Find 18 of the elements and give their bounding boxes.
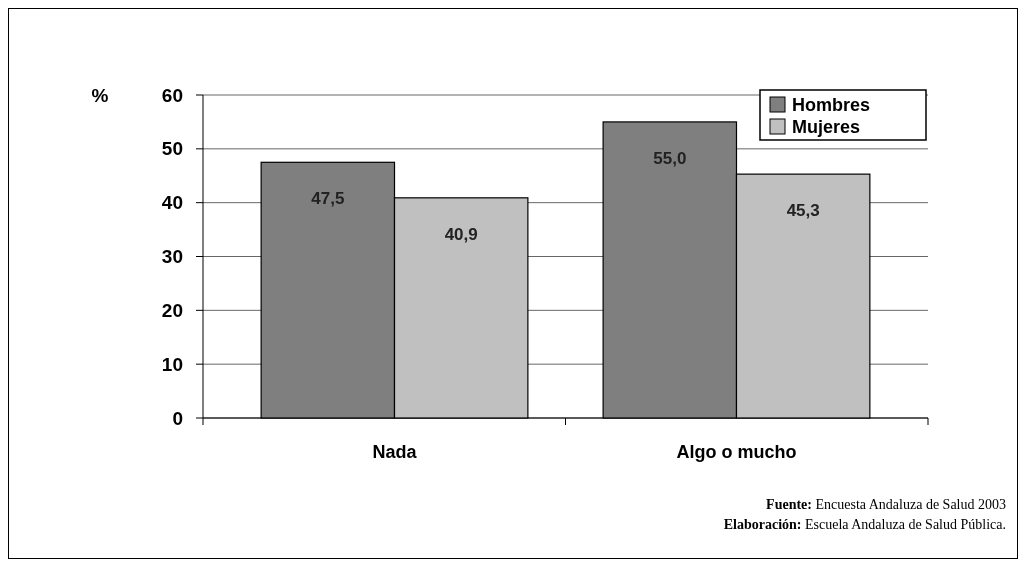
y-tick-label: 20	[161, 299, 183, 321]
data-label: 40,9	[444, 224, 478, 244]
data-label: 55,0	[653, 148, 687, 168]
y-tick-label: 0	[172, 407, 183, 429]
y-tick-label: 40	[161, 192, 183, 214]
y-tick-label: 60	[161, 84, 183, 106]
legend-label: Hombres	[792, 95, 871, 116]
x-tick-label: Nada	[372, 442, 418, 462]
y-tick-label: 10	[161, 353, 183, 375]
y-tick-label: 30	[161, 246, 183, 268]
y-axis-title: %	[91, 84, 109, 106]
data-label: 47,5	[311, 189, 345, 209]
data-label: 45,3	[786, 201, 820, 221]
legend-label: Mujeres	[792, 117, 861, 138]
x-tick-label: Algo o mucho	[676, 442, 797, 462]
source-note: Fuente: Encuesta Andaluza de Salud 2003	[766, 497, 1006, 512]
text: Elaboración: Escuela Andaluza de Salud Pública.	[723, 517, 1006, 532]
y-tick-label: 50	[161, 138, 183, 160]
